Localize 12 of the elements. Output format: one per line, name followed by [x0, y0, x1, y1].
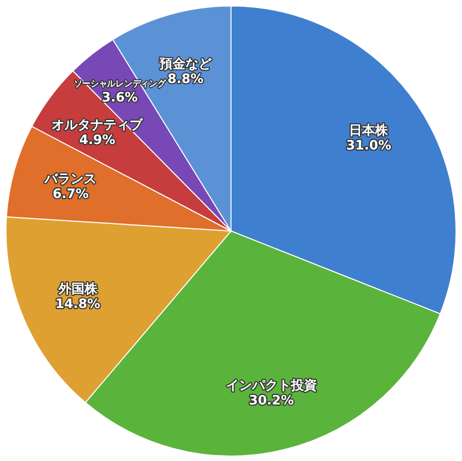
- slice-label: 日本株: [349, 123, 390, 138]
- data-label: 31.0%: [346, 138, 392, 154]
- data-label: 14.8%: [55, 297, 100, 312]
- data-label: 30.2%: [248, 394, 294, 409]
- data-label: 4.9%: [79, 132, 116, 148]
- data-label: 3.6%: [102, 90, 138, 106]
- slice-label: 外国株: [57, 282, 98, 298]
- data-label: 6.7%: [52, 187, 89, 202]
- slice-label: バランス: [44, 172, 97, 188]
- slice-label: インパクト投資: [226, 378, 317, 394]
- slice-label: 預金など: [158, 56, 213, 72]
- slice-label: オルタナティブ: [52, 116, 144, 133]
